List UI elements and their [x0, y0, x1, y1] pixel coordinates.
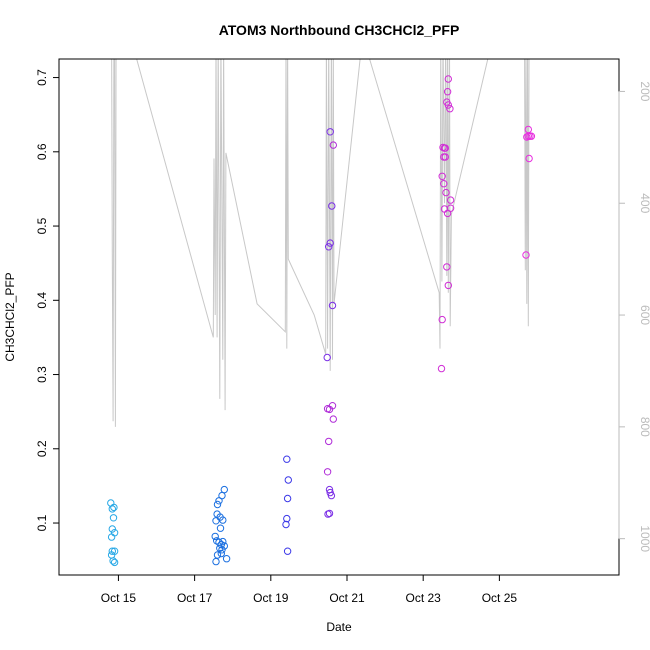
data-point: [211, 532, 219, 541]
data-point: [213, 551, 222, 559]
data-point: [443, 88, 452, 96]
data-point: [220, 485, 229, 494]
data-point: [329, 415, 337, 423]
data-point: [217, 549, 226, 558]
data-point: [328, 301, 337, 310]
data-point: [213, 500, 222, 509]
data-point: [522, 251, 530, 259]
data-point: [216, 544, 224, 552]
right-tick-label: 400: [638, 193, 650, 213]
y-tick-label: 0.3: [35, 366, 49, 383]
y-tick-label: 0.7: [35, 69, 49, 86]
x-axis-label: Date: [326, 620, 352, 634]
data-point: [441, 144, 449, 152]
data-point: [440, 180, 448, 188]
data-point: [108, 547, 117, 555]
data-point: [446, 204, 455, 212]
data-point: [325, 243, 333, 251]
data-point: [444, 75, 452, 83]
y-tick-label: 0.1: [35, 514, 49, 531]
data-point: [442, 188, 450, 197]
data-point: [219, 537, 227, 546]
y-axis-label: CH3CHCl2_PFP: [3, 272, 17, 361]
data-points-layer: [107, 75, 536, 567]
series-1: [211, 485, 231, 566]
pressure-trace-line: [111, 59, 530, 427]
data-point: [107, 533, 116, 541]
data-point: [329, 141, 337, 149]
y-tick-label: 0.5: [35, 217, 49, 234]
series-4: [323, 141, 337, 476]
data-point: [283, 494, 292, 503]
data-point: [108, 525, 117, 533]
x-tick-label: Oct 17: [177, 591, 213, 605]
series-5: [437, 75, 455, 373]
data-point: [527, 132, 536, 140]
axes-layer: Oct 15 Oct 17 Oct 19 Oct 21 Oct 23 Oct 25 0.1 0…: [35, 69, 650, 605]
right-tick-label: 1000: [638, 525, 650, 552]
data-point: [323, 468, 332, 476]
data-point: [525, 154, 533, 163]
x-tick-label: Oct 15: [101, 591, 137, 605]
data-point: [327, 491, 336, 500]
data-point: [446, 105, 454, 113]
data-point: [328, 402, 337, 410]
data-point: [438, 315, 446, 324]
data-point: [283, 514, 291, 523]
data-point: [437, 364, 446, 373]
data-point: [109, 514, 118, 522]
data-point: [438, 172, 446, 181]
data-point: [283, 455, 291, 463]
data-point: [108, 505, 117, 513]
x-tick-label: Oct 23: [406, 591, 442, 605]
x-tick-label: Oct 21: [329, 591, 365, 605]
data-point: [444, 101, 452, 109]
data-point: [443, 263, 451, 271]
data-point: [326, 239, 334, 247]
data-point: [218, 491, 226, 500]
data-point: [444, 281, 452, 290]
data-point: [524, 125, 532, 134]
data-point: [446, 196, 455, 204]
right-tick-label: 800: [638, 417, 650, 437]
data-point: [107, 499, 115, 507]
series-3: [323, 128, 337, 518]
data-point: [218, 546, 226, 554]
right-tick-label: 600: [638, 305, 650, 325]
data-point: [216, 524, 225, 532]
pressure-trace-layer: [111, 59, 530, 427]
series-0: [107, 499, 119, 567]
x-tick-label: Oct 19: [253, 591, 289, 605]
data-point: [441, 153, 449, 161]
data-point: [212, 517, 220, 525]
chart-title: ATOM3 Northbound CH3CHCl2_PFP: [219, 22, 460, 38]
data-point: [284, 476, 292, 484]
data-point: [212, 557, 220, 566]
data-point: [325, 437, 333, 446]
y-tick-label: 0.6: [35, 143, 49, 160]
x-tick-label: Oct 25: [482, 591, 518, 605]
data-point: [222, 555, 231, 563]
data-point: [282, 520, 290, 529]
data-point: [283, 547, 292, 555]
y-tick-label: 0.4: [35, 292, 49, 309]
series-6: [522, 125, 536, 259]
data-point: [323, 353, 331, 362]
data-point: [325, 509, 334, 518]
right-tick-label: 200: [638, 81, 650, 101]
data-point: [110, 503, 118, 512]
data-point: [109, 557, 117, 565]
data-point: [328, 202, 336, 210]
y-tick-label: 0.2: [35, 440, 49, 457]
data-point: [220, 542, 229, 550]
data-point: [219, 516, 227, 524]
series-2: [282, 455, 292, 555]
data-point: [110, 558, 119, 567]
data-point: [326, 128, 334, 136]
